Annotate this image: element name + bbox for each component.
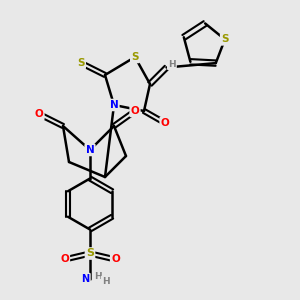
Text: S: S [86,248,94,259]
Text: N: N [81,274,90,284]
Text: O: O [130,106,140,116]
Text: O: O [160,118,169,128]
Text: S: S [77,58,85,68]
Text: H: H [102,277,110,286]
Text: S: S [131,52,139,62]
Text: N: N [110,100,118,110]
Text: N: N [85,145,94,155]
Text: O: O [34,109,43,119]
Text: O: O [60,254,69,265]
Text: H: H [94,272,102,281]
Text: S: S [221,34,229,44]
Text: H: H [168,60,176,69]
Text: O: O [111,254,120,265]
